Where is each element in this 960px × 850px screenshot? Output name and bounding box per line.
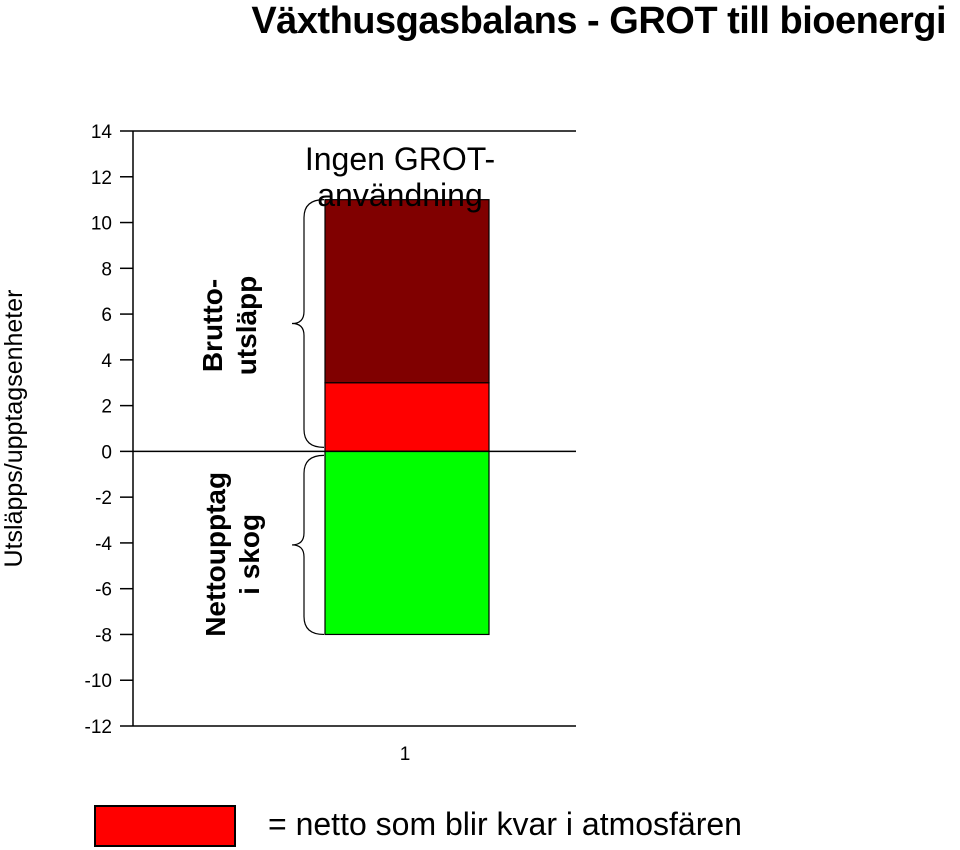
bar-segment-2	[324, 199, 490, 384]
bar-segment-3	[324, 450, 490, 636]
y-tick-label: 8	[101, 259, 112, 280]
y-tick-label: 6	[101, 305, 112, 326]
bar-label-line: Ingen GROT-	[305, 141, 495, 177]
bar-segment-1	[324, 382, 490, 452]
chart-title: Växthusgasbalans - GROT till bioenergi	[251, 0, 946, 42]
y-tick-label: 2	[101, 397, 112, 418]
y-tick-label: 14	[91, 122, 113, 143]
y-tick-label: -6	[95, 580, 112, 601]
chart-canvas: 14 12 10 8 6 4 2 0 -2 -4 -6 -8 -10 -12 Utsläpps/upptag…	[0, 122, 576, 765]
y-tick-label: -4	[95, 534, 112, 555]
x-tick-label: 1	[400, 744, 411, 765]
upper-bracket-label-line: Brutto-	[197, 279, 228, 372]
upper-bracket-label: Brutto-utsläpp	[197, 276, 262, 376]
y-tick-label: 12	[91, 168, 112, 189]
y-tick-label: -2	[95, 488, 112, 509]
upper-brace	[291, 199, 325, 448]
lower-bracket-label-line: Nettoupptag	[200, 472, 231, 637]
y-tick-label: 0	[101, 442, 112, 463]
lower-bracket-label: Nettoupptag i skog	[200, 472, 265, 637]
bar-label-line: användning	[317, 177, 482, 213]
upper-bracket-label-line: utsläpp	[231, 276, 262, 376]
lower-bracket-label-line: i skog	[234, 514, 265, 595]
y-tick-label: -12	[85, 717, 112, 738]
lower-brace	[291, 454, 325, 636]
y-tick-label: 4	[101, 351, 112, 372]
legend-text: = netto som blir kvar i atmosfären	[268, 806, 742, 842]
y-tick-label: -10	[85, 671, 112, 692]
y-tick-label: -8	[95, 625, 112, 646]
y-axis-title: Utsläpps/upptagsenheter	[0, 290, 28, 568]
y-tick-label: 10	[91, 214, 112, 235]
legend-swatch	[94, 805, 236, 847]
